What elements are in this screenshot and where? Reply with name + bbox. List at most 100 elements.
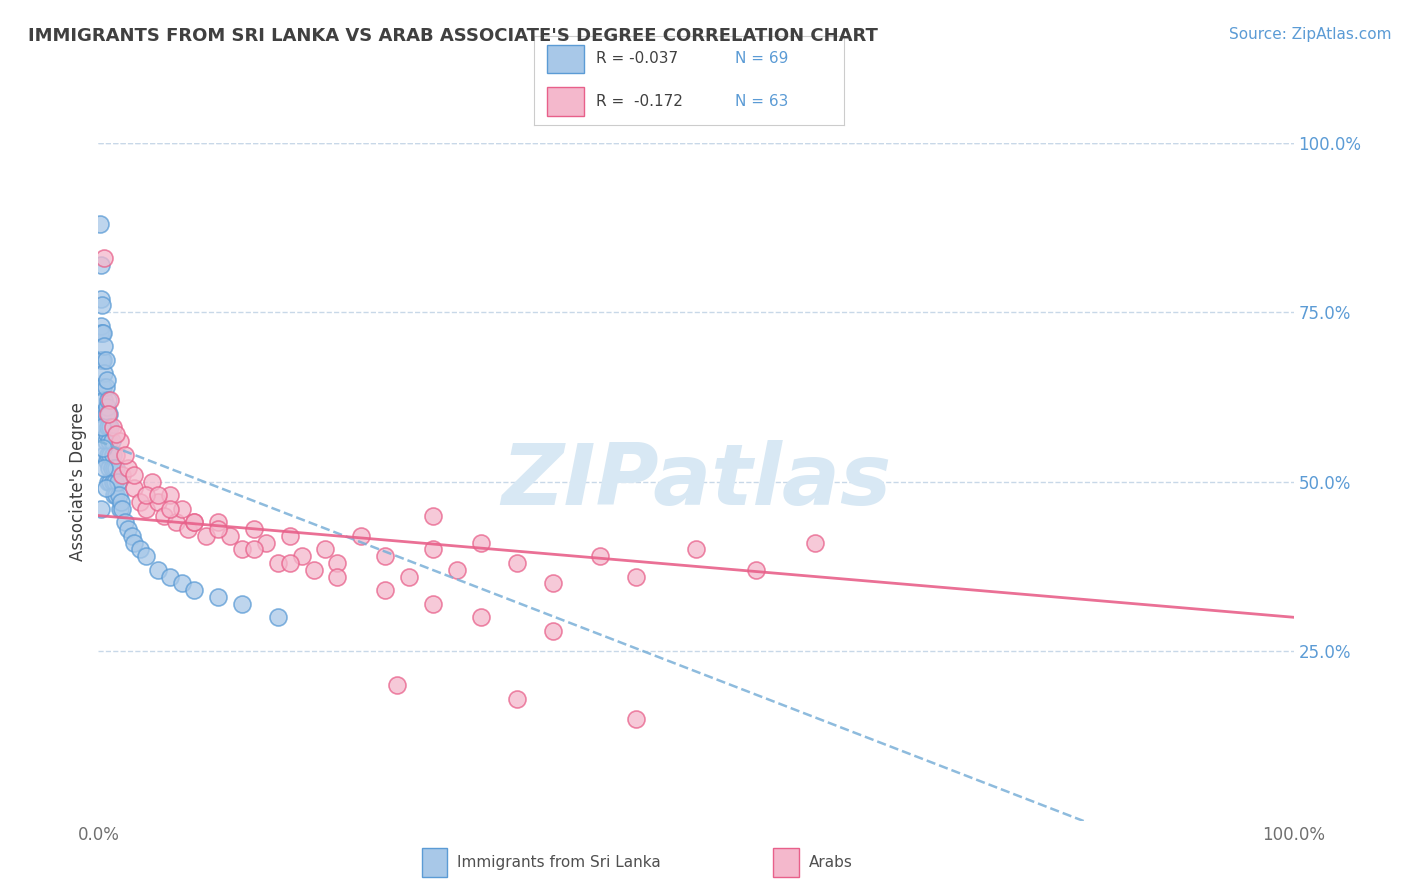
Point — [93, 448, 115, 462]
Point — [96, 400, 118, 414]
Point — [91, 352, 114, 367]
Bar — [547, 87, 583, 116]
Text: R = -0.037: R = -0.037 — [596, 52, 678, 66]
Point — [98, 393, 122, 408]
Point — [89, 217, 111, 231]
Point — [94, 434, 117, 448]
Point — [470, 610, 492, 624]
Point — [159, 569, 181, 583]
Point — [93, 366, 115, 380]
Point — [91, 380, 114, 394]
Point — [422, 542, 444, 557]
Point — [302, 563, 325, 577]
Point — [108, 501, 131, 516]
Point — [93, 339, 115, 353]
Point — [141, 475, 163, 489]
Point — [100, 434, 122, 448]
Point — [129, 495, 152, 509]
Point — [159, 501, 181, 516]
Point — [326, 569, 349, 583]
Point — [117, 461, 139, 475]
Point — [111, 467, 134, 482]
Point — [541, 576, 564, 591]
Text: ZIPatlas: ZIPatlas — [501, 440, 891, 524]
Point — [124, 467, 146, 482]
Point — [97, 475, 120, 489]
Point — [96, 427, 118, 442]
Point — [183, 516, 205, 530]
Text: Arabs: Arabs — [808, 855, 852, 870]
Point — [153, 508, 176, 523]
Point — [90, 292, 112, 306]
Point — [745, 563, 768, 577]
Point — [94, 482, 117, 496]
Point — [207, 516, 229, 530]
Point — [326, 556, 349, 570]
Point — [422, 508, 444, 523]
Point — [107, 475, 129, 489]
Point — [124, 535, 146, 549]
Point — [117, 522, 139, 536]
Point — [114, 448, 136, 462]
Point — [541, 624, 564, 638]
Point — [207, 590, 229, 604]
Point — [177, 522, 200, 536]
Point — [96, 454, 118, 468]
Point — [90, 352, 112, 367]
Point — [101, 420, 124, 434]
Point — [98, 420, 122, 434]
Point — [96, 373, 118, 387]
Point — [108, 434, 131, 448]
Point — [685, 542, 707, 557]
Point — [589, 549, 612, 564]
Point — [100, 461, 122, 475]
Text: Immigrants from Sri Lanka: Immigrants from Sri Lanka — [457, 855, 661, 870]
Point — [93, 393, 115, 408]
Point — [374, 549, 396, 564]
Point — [91, 380, 114, 394]
Point — [98, 448, 122, 462]
Point — [183, 583, 205, 598]
Point — [804, 535, 827, 549]
Point — [374, 583, 396, 598]
Point — [278, 529, 301, 543]
Point — [91, 420, 114, 434]
Point — [89, 326, 111, 340]
Point — [278, 556, 301, 570]
Point — [91, 326, 114, 340]
Point — [506, 556, 529, 570]
Point — [194, 529, 218, 543]
Text: N = 63: N = 63 — [735, 95, 789, 109]
Point — [231, 542, 253, 557]
Point — [97, 407, 120, 421]
Point — [114, 516, 136, 530]
Point — [97, 448, 120, 462]
Point — [93, 251, 115, 265]
Point — [398, 569, 420, 583]
Point — [105, 461, 128, 475]
Point — [506, 691, 529, 706]
Point — [110, 495, 132, 509]
Point — [172, 576, 194, 591]
Point — [107, 488, 129, 502]
Point — [254, 535, 277, 549]
Point — [385, 678, 409, 692]
Point — [105, 427, 128, 442]
Point — [97, 393, 120, 408]
Point — [129, 542, 152, 557]
Point — [98, 434, 121, 448]
Point — [90, 258, 112, 272]
Point — [97, 420, 120, 434]
Point — [267, 556, 290, 570]
Point — [98, 407, 121, 421]
Point — [231, 597, 253, 611]
Point — [267, 610, 290, 624]
Point — [135, 501, 157, 516]
Point — [91, 352, 114, 367]
Point — [94, 407, 117, 421]
Bar — [547, 45, 583, 73]
Point — [159, 488, 181, 502]
Text: R =  -0.172: R = -0.172 — [596, 95, 683, 109]
Point — [148, 563, 170, 577]
Point — [243, 522, 266, 536]
